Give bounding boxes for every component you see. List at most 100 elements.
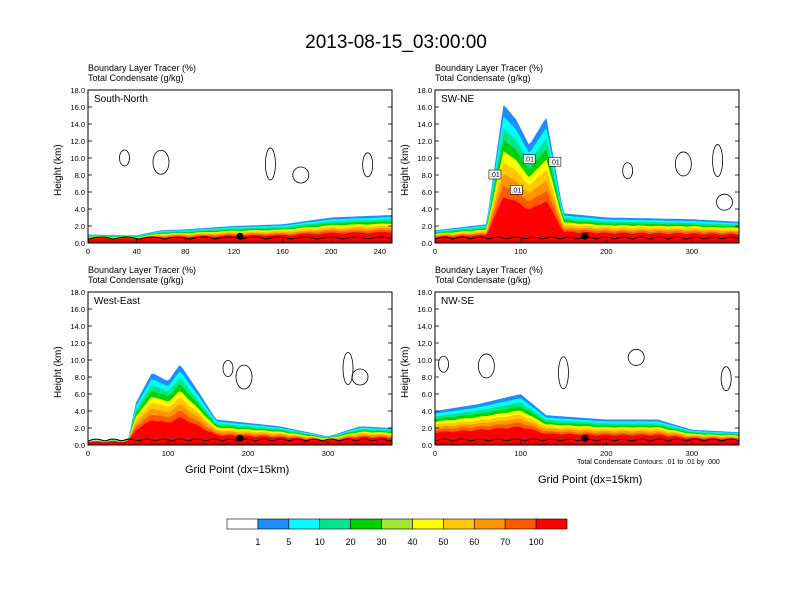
contour-label: .01 [488,169,502,180]
colorbar-tick-label: 20 [345,537,356,547]
plot-area: 0.0 2.0 4.0 6.0 8.0 10.0 12.0 14.0 16.0 18.0 0 40 80… [70,86,393,256]
colorbar-tick-label: 70 [500,537,511,547]
contour-label: .01 [548,156,562,167]
condensate-contour [720,366,732,392]
condensate-contour [152,149,170,175]
colorbar-tick-label: 40 [407,537,418,547]
y-tick-label: 6.0 [422,390,432,399]
y-tick-label: 18.0 [417,86,432,95]
x-tick-label: 100 [514,247,527,256]
y-tick-label: 12.0 [70,137,85,146]
panel-west-east: 0.0 2.0 4.0 6.0 8.0 10.0 12.0 14.0 16.0 18.0 0 100 2… [70,288,393,458]
y-tick-label: 6.0 [75,390,85,399]
condensate-contour [712,144,723,177]
plot-frame [87,291,393,446]
y-tick-label: 18.0 [70,288,85,297]
x-tick-label: 200 [325,247,338,256]
condensate-contour [362,152,374,178]
condensate-contour [477,353,495,379]
x-axis-label: Grid Point (dx=15km) [185,464,290,476]
colorbar-swatch [288,518,321,530]
condensate-contour [622,162,634,180]
y-tick-label: 12.0 [417,339,432,348]
y-tick-label: 4.0 [422,407,432,416]
y-axis-label: Height (km) [400,346,411,398]
condensate-contour [235,364,253,390]
condensate-contour [351,368,369,386]
colorbar-tick-label: 1 [255,537,261,547]
ground [435,442,739,445]
y-tick-label: 8.0 [75,373,85,382]
contour-title: Total Condensate (g/kg) [88,275,184,285]
colorbar-swatch [473,518,506,530]
condensate-contour [558,356,569,390]
y-axis-label: Height (km) [400,144,411,196]
y-tick-label: 18.0 [417,288,432,297]
contour-title: Total Condensate (g/kg) [88,73,184,83]
svg-text:.01: .01 [550,159,560,166]
svg-text:.01: .01 [511,187,521,194]
colorbar-tick-label: 50 [438,537,449,547]
colorbar-swatch [350,518,382,530]
y-tick-label: 4.0 [422,205,432,214]
y-tick-label: 8.0 [75,171,85,180]
y-tick-label: 16.0 [417,103,432,112]
y-axis-label: Height (km) [53,346,64,398]
condensate-contour [292,166,310,184]
condensate-contour [264,147,276,181]
y-axis-label: Height (km) [53,144,64,196]
colorbar-tick-label: 30 [376,537,387,547]
condensate-contour [342,352,354,385]
panel-label: South-North [94,94,148,105]
plot-frame [87,89,393,244]
contour-note: Total Condensate Contours: .01 to .01 by… [577,459,720,466]
contour-title: Total Condensate (g/kg) [435,73,531,83]
svg-text:.01: .01 [490,172,500,179]
contour-label: .01 [522,154,536,164]
panel-nw-se: 0.0 2.0 4.0 6.0 8.0 10.0 12.0 14.0 16.0 18.0 0 100 2… [417,288,740,458]
colorbar [226,518,568,530]
y-tick-label: 10.0 [417,356,432,365]
ground [435,240,739,243]
colorbar-swatch [504,518,537,530]
x-tick-label: 0 [433,247,437,256]
y-tick-label: 10.0 [70,154,85,163]
y-tick-label: 2.0 [75,424,85,433]
colorbar-swatch [257,518,290,530]
panel-label: NW-SE [441,296,475,307]
plot-area: .01 .01 .01 .01 0.0 2.0 4.0 6.0 8.0 10.0 12.0 14.0 1… [417,86,740,256]
y-tick-label: 14.0 [70,322,85,331]
x-tick-label: 300 [686,449,699,458]
plot-area: 0.0 2.0 4.0 6.0 8.0 10.0 12.0 14.0 16.0 18.0 0 100 2… [70,288,393,458]
y-tick-label: 16.0 [417,305,432,314]
colorbar-swatch [443,518,475,530]
x-tick-label: 200 [242,449,255,458]
x-tick-label: 0 [86,247,90,256]
condensate-contour [627,349,645,366]
y-tick-label: 10.0 [70,356,85,365]
x-tick-label: 100 [514,449,527,458]
x-axis-label: Grid Point (dx=15km) [538,474,643,486]
plot-frame [434,291,740,446]
station-marker [581,232,589,240]
x-tick-label: 100 [162,449,175,458]
panel-label: SW-NE [441,94,475,105]
colorbar-tick-label: 100 [528,537,544,547]
field-title: Boundary Layer Tracer (%) [88,265,197,275]
panel-south-north: 0.0 2.0 4.0 6.0 8.0 10.0 12.0 14.0 16.0 18.0 0 40 80… [70,86,393,256]
plot-frame [434,89,740,244]
y-tick-label: 0.0 [422,441,432,450]
x-tick-label: 300 [322,449,335,458]
y-tick-label: 2.0 [422,222,432,231]
y-tick-label: 8.0 [422,171,432,180]
x-tick-label: 80 [181,247,189,256]
y-tick-label: 2.0 [422,424,432,433]
colorbar-swatch [381,518,413,530]
y-tick-label: 6.0 [422,188,432,197]
svg-text:.01: .01 [524,157,534,164]
y-tick-label: 14.0 [417,322,432,331]
y-tick-label: 8.0 [422,373,432,382]
condensate-contour [222,360,234,377]
y-tick-label: 16.0 [70,305,85,314]
x-tick-label: 160 [276,247,289,256]
